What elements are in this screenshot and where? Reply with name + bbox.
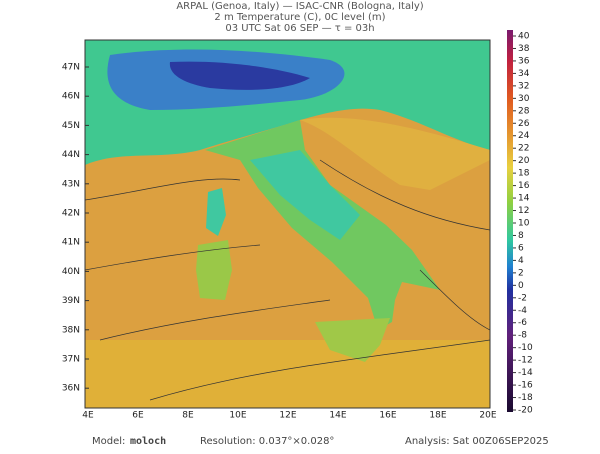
colorbar-label: 32 (518, 81, 529, 91)
colorbar-label: 16 (518, 181, 530, 191)
sea-field (85, 340, 490, 408)
corsica-field (206, 188, 226, 236)
colorbar-ticks: 4038363432302826242220181614121086420-2-… (513, 32, 533, 416)
header-line: ARPAL (Genoa, Italy) — ISAC-CNR (Bologna… (176, 1, 423, 12)
lat-label: 38N (62, 325, 80, 335)
colorbar-label: 30 (518, 94, 530, 104)
lat-label: 37N (62, 355, 80, 365)
lon-label: 14E (329, 411, 346, 421)
colorbar-label: 40 (518, 32, 530, 42)
colorbar-label: 8 (518, 231, 524, 241)
lon-label: 8E (182, 411, 194, 421)
header-line: 2 m Temperature (C), 0C level (m) (214, 12, 385, 23)
sicily-field (315, 318, 390, 362)
colorbar-label: 2 (518, 268, 524, 278)
lon-labels: 4E 6E 8E 10E 12E 14E 16E 18E 20E (82, 411, 497, 421)
header-line: 03 UTC Sat 06 SEP — τ = 03h (225, 23, 374, 34)
alps-field (169, 61, 310, 90)
lon-label: 4E (82, 411, 94, 421)
resolution: Resolution: 0.037°×0.028° (200, 436, 334, 447)
colorbar-label: 22 (518, 144, 529, 154)
lat-label: 44N (62, 150, 80, 160)
colorbar-label: 26 (518, 119, 530, 129)
colorbar-label: 28 (518, 106, 530, 116)
italy-field (250, 150, 360, 240)
lat-label: 45N (62, 121, 80, 131)
colorbar-label: -4 (518, 306, 527, 316)
colorbar-label: -8 (518, 331, 527, 341)
adriatic-field (300, 117, 490, 190)
model-label: Model: (92, 436, 125, 447)
colorbar-label: 10 (518, 219, 530, 229)
colorbar-label: -14 (518, 368, 533, 378)
colorbar-label: -16 (518, 381, 533, 391)
colorbar-label: 4 (518, 256, 524, 266)
colorbar-label: 36 (518, 56, 530, 66)
lat-label: 43N (62, 179, 80, 189)
sardinia-field (196, 240, 232, 300)
colorbar-label: 20 (518, 156, 530, 166)
colorbar-label: -6 (518, 318, 527, 328)
map-frame (84, 39, 491, 409)
lat-label: 46N (62, 92, 80, 102)
colorbar-label: 12 (518, 206, 529, 216)
analysis: Analysis: Sat 00Z06SEP2025 (405, 436, 549, 447)
colorbar-label: -12 (518, 356, 533, 366)
lat-label: 41N (62, 238, 80, 248)
colorbar-label: 38 (518, 44, 530, 54)
lat-label: 47N (62, 63, 80, 73)
colorbar-label: -20 (518, 406, 533, 416)
lon-label: 12E (279, 411, 296, 421)
colorbar-label: -10 (518, 343, 533, 353)
colorbar-label: 0 (518, 281, 524, 291)
colorbar-label: 18 (518, 169, 530, 179)
colorbar-label: 14 (518, 194, 530, 204)
lon-label: 18E (429, 411, 446, 421)
contours (85, 159, 490, 401)
map (85, 40, 490, 408)
colorbar (507, 30, 513, 412)
colorbar-label: -2 (518, 293, 527, 303)
colorbar-label: 24 (518, 131, 530, 141)
lat-label: 39N (62, 296, 80, 306)
colorbar-label: 6 (518, 243, 524, 253)
lon-label: 20E (479, 411, 496, 421)
lon-label: 10E (229, 411, 246, 421)
lon-label: 6E (132, 411, 144, 421)
lat-label: 40N (62, 267, 80, 277)
colorbar-label: 34 (518, 69, 530, 79)
lat-label: 42N (62, 209, 80, 219)
lat-labels: 47N 46N 45N 44N 43N 42N 41N 40N 39N 38N 37N 36N (62, 63, 89, 394)
lon-label: 16E (379, 411, 396, 421)
colorbar-label: -18 (518, 393, 533, 403)
lat-label: 36N (62, 384, 80, 394)
model-name: moloch (130, 436, 166, 447)
